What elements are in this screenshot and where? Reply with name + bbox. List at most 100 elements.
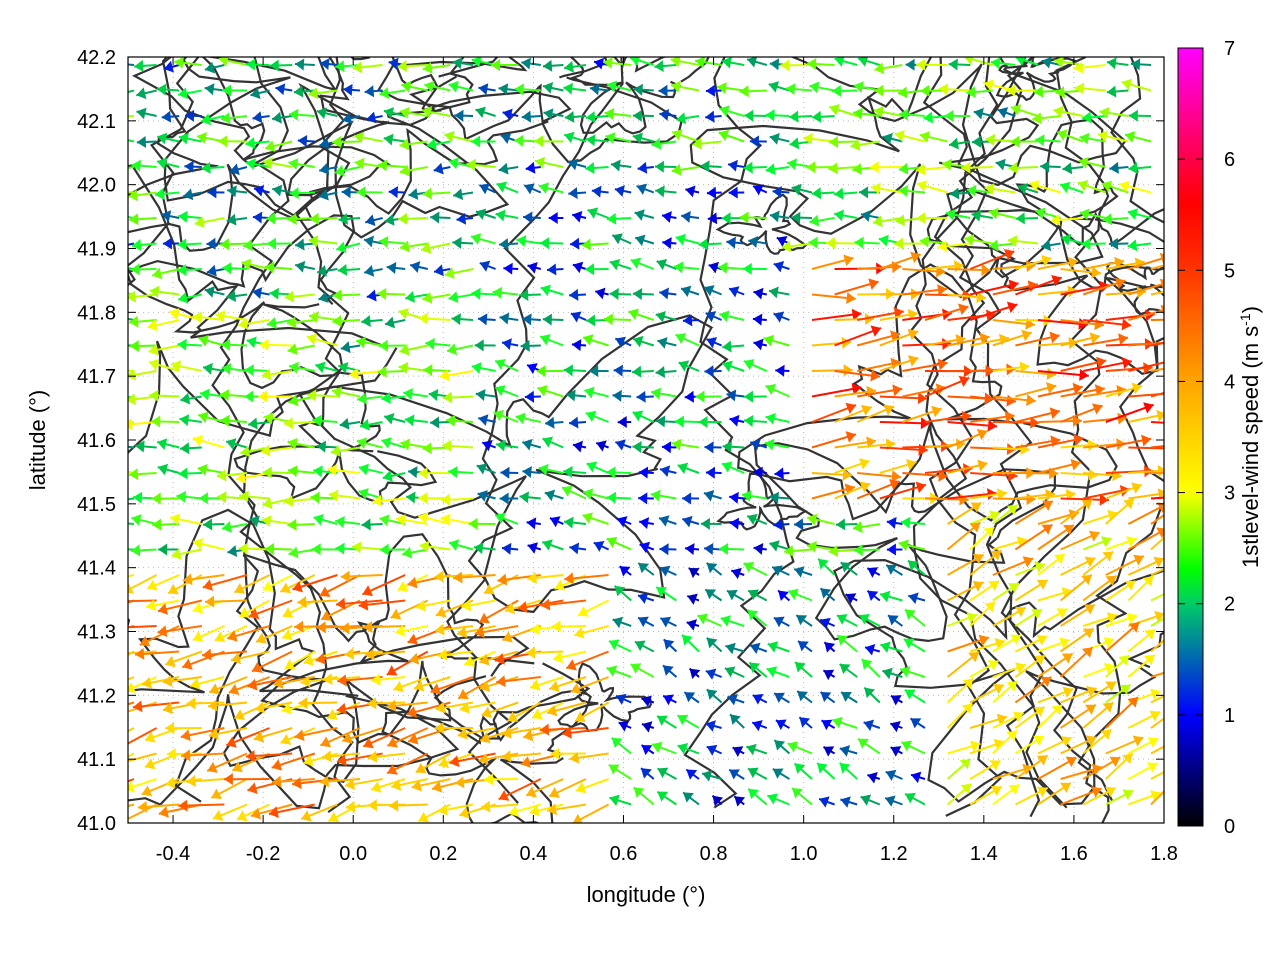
wind-vector [1033,85,1061,98]
wind-vector [269,287,293,300]
wind-vector [724,666,745,678]
vector-head [361,518,371,531]
wind-vector [858,186,880,199]
wind-vector [641,695,655,707]
vector-head [307,389,317,402]
wind-vector [372,494,406,507]
vector-head [112,261,122,273]
wind-vector [769,491,790,504]
vector-head [1079,208,1090,221]
wind-vector [502,108,519,121]
vector-head [878,234,889,247]
vector-head [582,512,593,524]
wind-vector [749,439,768,451]
wind-vector [915,163,948,176]
vector-head [632,109,642,122]
wind-vector [1060,384,1105,398]
vector-head [611,159,621,172]
wind-vector [874,62,903,75]
wind-vector [199,388,225,401]
wind-vector [245,158,270,171]
wind-vector [349,367,383,380]
vector-head [495,209,506,222]
wind-vector [440,513,474,526]
wind-vector [128,752,135,758]
vector-head [1041,239,1052,252]
vector-head [706,744,718,756]
vector-head [474,626,485,638]
wind-vector [448,466,474,478]
wind-vector [658,515,677,527]
vector-head [684,390,694,403]
contour-line [716,472,808,531]
vector-head [315,652,326,665]
wind-vector [448,80,474,93]
vector-head [193,538,204,550]
vector-head [476,463,488,475]
vector-head [628,308,639,320]
vector-head [516,235,527,247]
vector-head [327,708,338,720]
vector-shaft [128,470,135,474]
vector-head [492,286,503,299]
wind-vector [655,586,677,602]
wind-vector [771,565,790,577]
vector-head [563,465,573,478]
vector-head [995,158,1006,171]
vector-head [1003,249,1015,261]
vector-head [657,337,668,349]
wind-vector [448,539,474,551]
wind-vector [866,567,881,578]
contour-line [239,57,354,813]
wind-vector [514,83,541,96]
wind-vector [1083,412,1128,425]
wind-vector [253,184,270,197]
wind-vector [128,189,157,202]
vector-head [883,404,894,416]
wind-vector [870,182,903,195]
vector-head [964,57,974,66]
vector-head [156,83,167,96]
colorbar-tick-label: 5 [1224,260,1235,282]
vector-head [860,210,871,222]
wind-vector [992,729,1018,755]
wind-vector [157,463,180,476]
vector-head [490,59,501,72]
wind-vector [1128,392,1164,398]
wind-vector [705,720,722,732]
vector-head [680,285,692,298]
vector-head [536,365,546,378]
wind-vector [128,574,158,594]
contour-line [715,193,808,255]
vector-head [406,706,418,718]
vector-head [732,746,744,757]
wind-vector [563,82,587,95]
contour-line [174,57,290,803]
vector-head [527,542,539,554]
vector-head [479,183,491,195]
wind-vector [651,741,677,755]
vector-head [162,702,173,715]
vector-head [638,492,648,505]
vector-head [1059,637,1070,649]
vector-head [268,806,279,819]
wind-vector [817,557,836,576]
vector-head [987,660,999,671]
vector-head [864,313,875,326]
vector-head [246,336,257,349]
wind-vector [657,767,677,780]
vector-head [269,287,279,300]
wind-vector [563,516,587,529]
wind-vector [1037,434,1084,449]
vector-head [540,334,551,346]
vector-head [817,762,828,774]
wind-vector [1041,239,1061,252]
vector-head [1122,789,1134,801]
vector-head [514,83,524,96]
wind-vector [947,612,978,627]
vector-head [899,108,909,121]
wind-vector [603,313,632,326]
vector-head [633,335,644,348]
wind-vector [164,650,203,668]
wind-vector [946,783,972,806]
